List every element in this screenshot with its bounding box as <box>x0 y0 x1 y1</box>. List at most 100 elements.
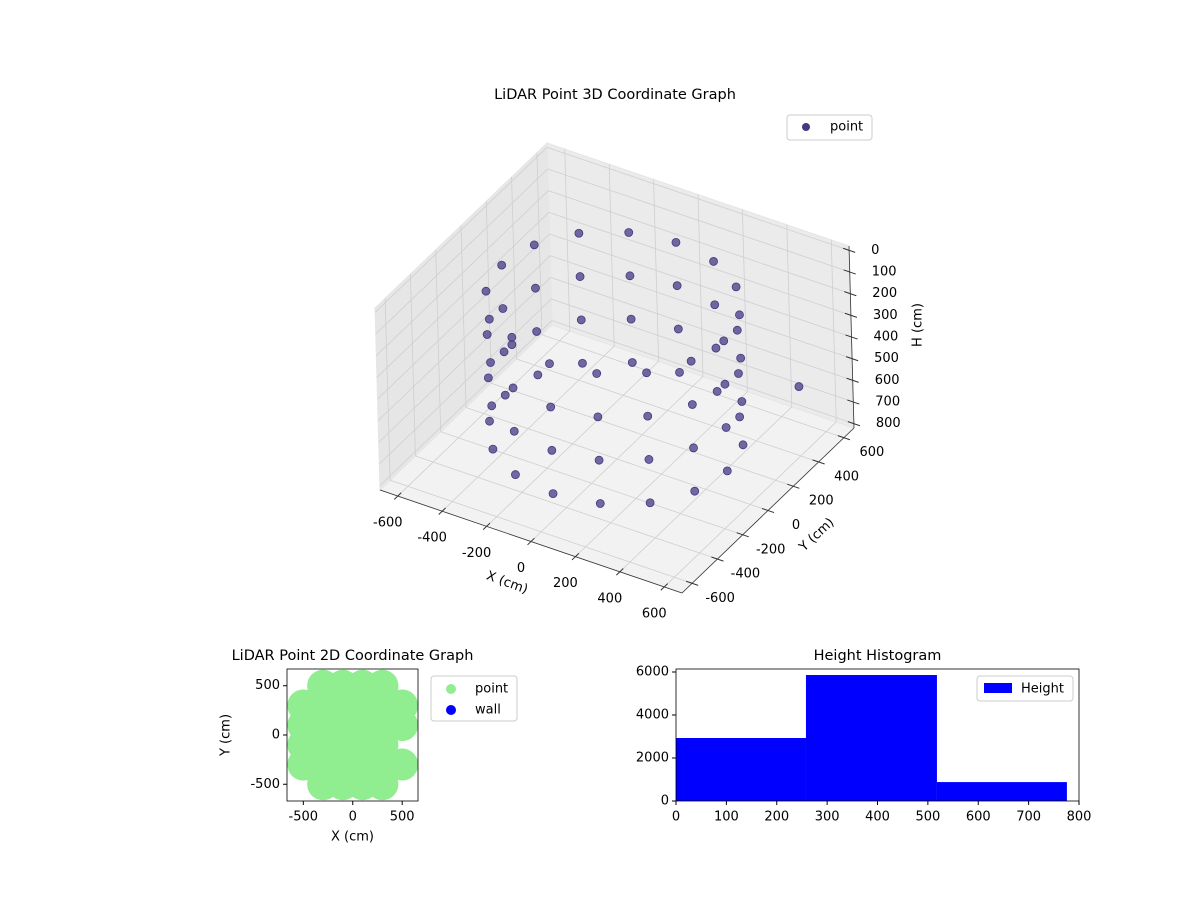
point <box>734 369 743 378</box>
point <box>575 272 585 281</box>
x-tick-label: -600 <box>373 516 403 531</box>
point <box>735 310 744 320</box>
z-tick-label: 200 <box>872 286 897 301</box>
point <box>511 470 520 479</box>
x-tick-label: 500 <box>390 810 415 825</box>
y-tick-label: 600 <box>859 445 884 460</box>
point <box>687 400 697 409</box>
point <box>487 401 497 411</box>
x-tick-label: 300 <box>815 810 840 825</box>
point <box>627 358 637 367</box>
point <box>507 340 517 349</box>
point <box>578 358 587 368</box>
point <box>712 387 722 396</box>
x-tick-label: 100 <box>714 810 739 825</box>
y-axis-label: Y (cm) <box>796 515 838 555</box>
grid-line <box>548 190 851 295</box>
point <box>737 397 747 406</box>
point <box>532 327 542 336</box>
legend-marker <box>446 684 456 694</box>
bar <box>805 675 937 801</box>
z-tick-label: 100 <box>872 265 897 280</box>
legend-marker <box>802 123 810 131</box>
axis-line <box>379 489 683 594</box>
grid-line <box>375 168 548 335</box>
point <box>508 383 518 393</box>
y-tick-label: -400 <box>731 567 761 582</box>
legend-label: Height <box>1021 682 1064 697</box>
point <box>736 353 746 363</box>
legend-label: point <box>830 120 863 135</box>
point <box>386 709 418 742</box>
x-tick-label: -500 <box>289 810 319 825</box>
grid-line <box>549 255 853 360</box>
bar <box>936 782 1067 801</box>
grid-line <box>550 276 853 381</box>
z-tick-label: 400 <box>874 330 899 345</box>
point <box>689 443 698 453</box>
point <box>595 499 605 508</box>
point <box>710 300 720 310</box>
x-tick-label: 400 <box>865 810 890 825</box>
legend-label: point <box>475 682 508 697</box>
x-axis-label: X (cm) <box>331 830 374 845</box>
grid-line <box>548 211 852 316</box>
legend-patch <box>984 683 1012 693</box>
axis-line <box>848 245 855 429</box>
x-tick-label: -400 <box>417 531 447 546</box>
y-tick-label: 500 <box>255 678 280 693</box>
point <box>594 455 604 465</box>
point <box>645 498 655 508</box>
x-tick-label: 700 <box>1016 810 1041 825</box>
grid-line <box>378 277 551 443</box>
point <box>499 347 509 357</box>
point <box>484 314 494 324</box>
y-tick-label: 400 <box>834 469 859 484</box>
point <box>576 315 586 325</box>
grid-line <box>374 147 548 313</box>
grid-line <box>551 320 855 425</box>
point <box>481 286 491 296</box>
x-tick-label: 200 <box>553 576 578 591</box>
y-tick-label: -600 <box>705 591 735 606</box>
point <box>721 423 731 432</box>
point <box>574 228 584 238</box>
point <box>731 282 741 292</box>
point <box>507 332 517 342</box>
point <box>626 314 636 324</box>
point <box>386 748 418 781</box>
point <box>673 324 683 334</box>
point <box>483 373 493 383</box>
point <box>593 412 603 422</box>
grid-line <box>376 190 549 356</box>
x-tick-label: 500 <box>915 810 940 825</box>
z-tick-label: 600 <box>875 373 900 388</box>
point <box>498 304 508 313</box>
plot-area <box>287 669 418 801</box>
x-tick-label: 800 <box>1067 810 1092 825</box>
legend-box <box>786 114 873 141</box>
chart-title: Height Histogram <box>814 648 942 664</box>
grid-line <box>516 358 819 463</box>
x-tick-label: 0 <box>672 810 680 825</box>
y-tick-label: 6000 <box>636 665 669 680</box>
point <box>488 444 498 454</box>
point <box>722 466 732 476</box>
point <box>720 379 730 389</box>
z-axis-label: H (cm) <box>911 303 926 347</box>
point <box>486 358 495 367</box>
grid-line <box>377 233 550 400</box>
z-tick-label: 700 <box>875 395 900 410</box>
grid-line <box>415 455 718 560</box>
point <box>497 260 507 270</box>
z-tick-label: 0 <box>871 243 879 258</box>
grid-line <box>491 382 794 487</box>
x-tick-label: 600 <box>642 606 667 621</box>
grid-line <box>465 407 769 511</box>
point <box>529 240 539 250</box>
y-tick-label: 0 <box>272 728 280 743</box>
point <box>500 390 510 400</box>
chart-title: LiDAR Point 2D Coordinate Graph <box>232 648 474 664</box>
bar <box>676 738 806 801</box>
point <box>671 237 681 247</box>
